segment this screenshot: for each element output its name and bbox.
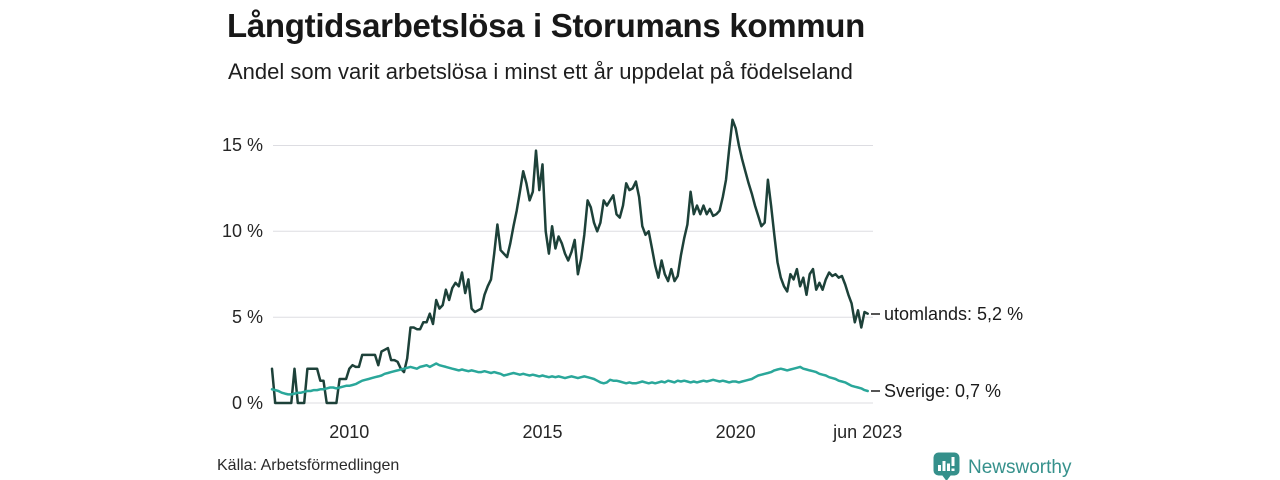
y-axis-tick-label: 0 % xyxy=(231,393,263,413)
series-end-label-sverige: Sverige: 0,7 % xyxy=(884,380,1002,401)
x-axis-tick-label: 2010 xyxy=(329,422,370,442)
source-note: Källa: Arbetsförmedlingen xyxy=(217,457,400,474)
chart-title: Långtidsarbetslösa i Storumans kommun xyxy=(227,7,866,44)
series-end-dash xyxy=(871,389,880,392)
data-line-utomlands xyxy=(270,118,869,405)
newsworthy-logo-icon xyxy=(933,452,960,480)
series-end-dash xyxy=(871,312,880,315)
data-line-Sverige xyxy=(270,362,869,396)
y-axis-tick-label: 10 % xyxy=(221,221,263,242)
line-chart-plot xyxy=(270,118,873,405)
y-axis-tick-label: 15 % xyxy=(221,135,263,156)
brand-logo: Newsworthy xyxy=(933,452,1071,480)
x-axis-tick-label: 2015 xyxy=(522,422,563,442)
x-axis-tick-label: 2020 xyxy=(715,422,756,442)
series-end-label-utomlands: utomlands: 5,2 % xyxy=(884,303,1024,324)
x-axis-tick-label: jun 2023 xyxy=(833,422,903,442)
brand-name: Newsworthy xyxy=(968,456,1072,478)
chart-subtitle: Andel som varit arbetslösa i minst ett å… xyxy=(228,59,853,84)
y-axis-tick-label: 5 % xyxy=(231,307,263,328)
